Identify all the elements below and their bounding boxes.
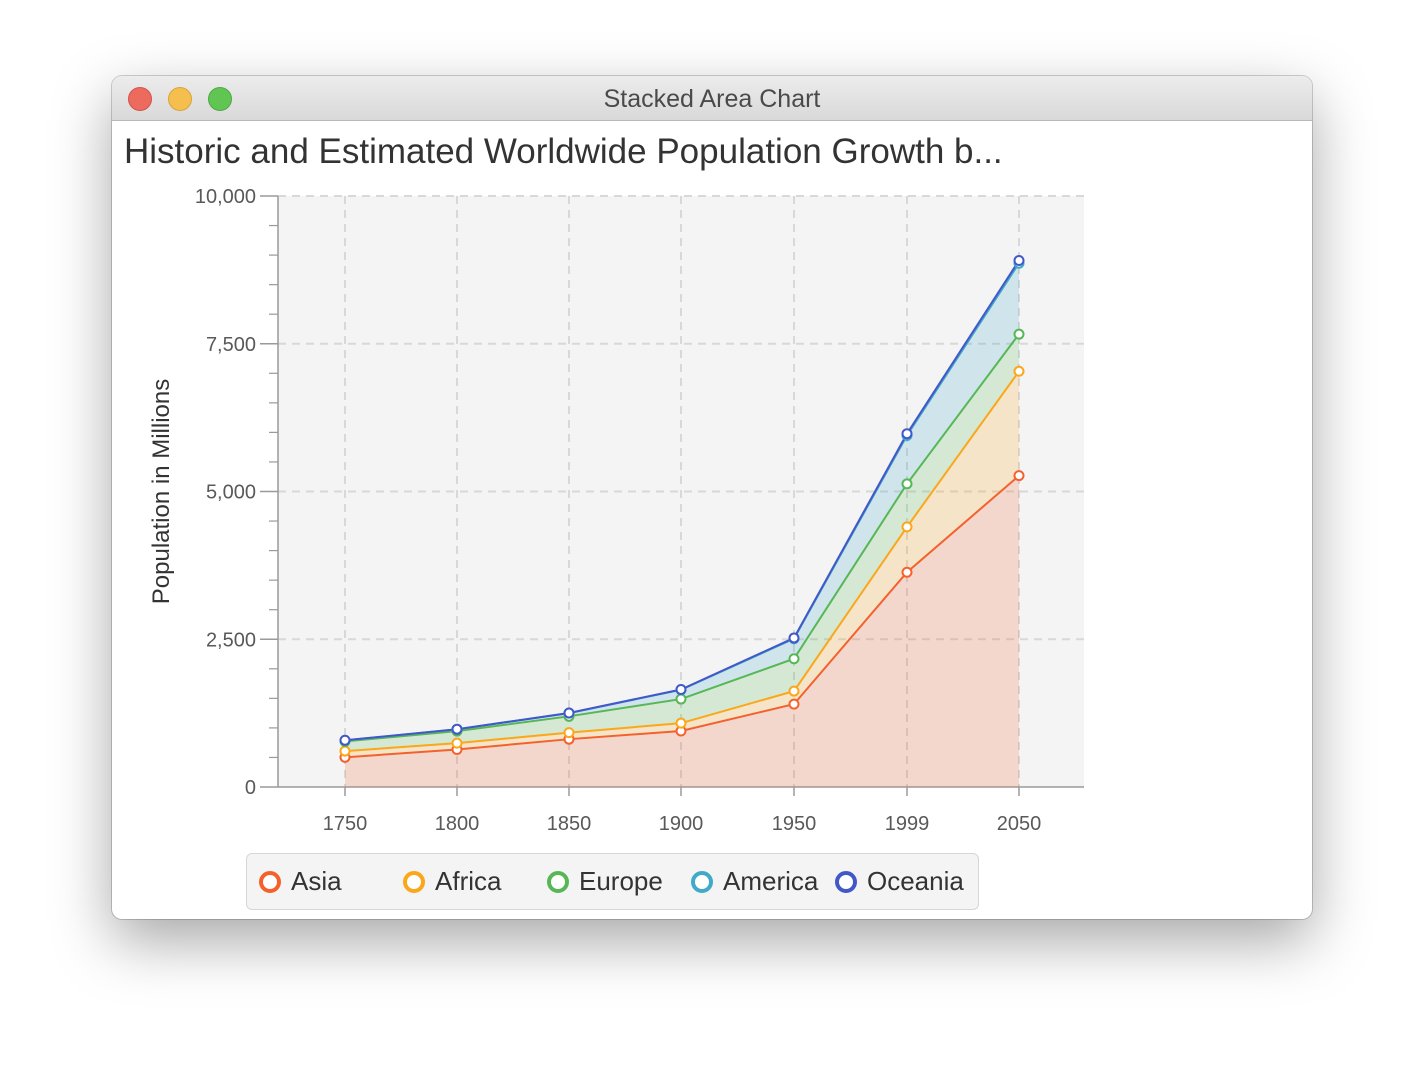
point-oceania bbox=[339, 734, 351, 746]
chart-legend: Asia Africa Europe America Oceania bbox=[246, 853, 979, 910]
maximize-window-button[interactable] bbox=[208, 87, 232, 111]
point-asia bbox=[901, 566, 913, 578]
point-africa bbox=[675, 717, 687, 729]
point-africa bbox=[788, 685, 800, 697]
y-tick-label: 7,500 bbox=[206, 334, 256, 356]
window-title: Stacked Area Chart bbox=[603, 85, 821, 113]
point-europe bbox=[1013, 328, 1025, 340]
area-africa bbox=[345, 371, 1019, 758]
y-tick-label: 2,500 bbox=[206, 629, 256, 651]
x-tick-label: 1950 bbox=[772, 813, 817, 835]
area-asia bbox=[345, 475, 1019, 787]
legend-label: Africa bbox=[435, 866, 502, 896]
y-tick-label: 5,000 bbox=[206, 482, 256, 504]
x-tick-label: 1800 bbox=[435, 813, 480, 835]
legend-label: America bbox=[723, 866, 819, 896]
legend-marker-icon bbox=[403, 871, 425, 893]
x-tick-label: 1750 bbox=[323, 813, 368, 835]
point-africa bbox=[563, 727, 575, 739]
minimize-window-button[interactable] bbox=[168, 87, 192, 111]
stacked-area-chart: 0 2,500 5,000 7,500 10,000 1750 1800 1850 1900 19… bbox=[148, 186, 1084, 835]
legend-marker-icon bbox=[547, 871, 569, 893]
legend-marker-icon bbox=[691, 871, 713, 893]
y-tick-label: 0 bbox=[245, 777, 256, 799]
x-tick-label: 1900 bbox=[659, 813, 704, 835]
legend-label: Asia bbox=[291, 866, 342, 896]
point-africa bbox=[339, 745, 351, 757]
legend-label: Europe bbox=[579, 866, 663, 896]
point-europe bbox=[675, 693, 687, 705]
x-tick-label: 1850 bbox=[547, 813, 592, 835]
point-europe bbox=[788, 653, 800, 665]
x-tick-label: 2050 bbox=[997, 813, 1042, 835]
legend-marker-icon bbox=[259, 871, 281, 893]
point-asia bbox=[788, 698, 800, 710]
point-oceania bbox=[675, 683, 687, 695]
point-africa bbox=[451, 737, 463, 749]
point-oceania bbox=[563, 707, 575, 719]
point-africa bbox=[901, 521, 913, 533]
legend-marker-icon bbox=[835, 871, 857, 893]
area-europe bbox=[345, 334, 1019, 752]
legend-label: Oceania bbox=[867, 866, 964, 896]
y-axis-label: Population in Millions bbox=[148, 379, 175, 604]
y-tick-label: 10,000 bbox=[195, 186, 256, 208]
x-tick-label: 1999 bbox=[885, 813, 930, 835]
point-oceania bbox=[901, 428, 913, 440]
point-oceania bbox=[1013, 254, 1025, 266]
point-oceania bbox=[451, 723, 463, 735]
title-bar: Stacked Area Chart bbox=[112, 76, 1312, 121]
point-oceania bbox=[788, 632, 800, 644]
point-europe bbox=[901, 478, 913, 490]
point-africa bbox=[1013, 365, 1025, 377]
app-window: Stacked Area Chart Historic and Estimate… bbox=[112, 76, 1312, 919]
close-window-button[interactable] bbox=[128, 87, 152, 111]
point-asia bbox=[1013, 470, 1025, 482]
chart-title: Historic and Estimated Worldwide Populat… bbox=[124, 132, 1003, 171]
area-america bbox=[345, 263, 1019, 742]
